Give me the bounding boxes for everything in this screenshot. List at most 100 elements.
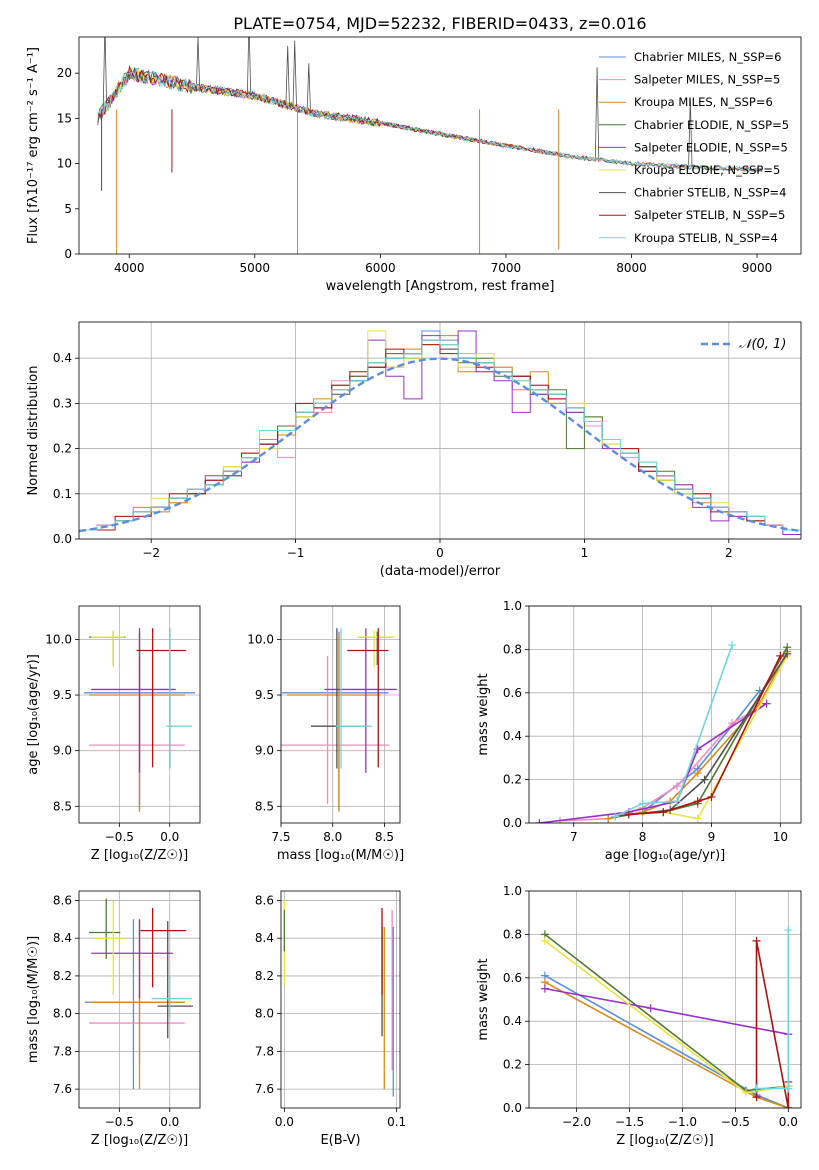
y-tick-label: 1.0 <box>503 884 522 898</box>
x-axis-label: Z [log₁₀(Z/Z☉)] <box>616 1133 713 1148</box>
x-tick-label: 0.0 <box>275 1115 294 1129</box>
normal-reference-curve <box>79 357 801 533</box>
y-tick-label: 0.0 <box>503 816 522 830</box>
weight-point-marker <box>646 1004 655 1013</box>
y-tick-label: 8.0 <box>255 1007 274 1021</box>
x-tick-label: −0.5 <box>721 1115 750 1129</box>
axes-frame <box>280 890 401 1109</box>
y-axis-label: age [log₁₀(age/yr)] <box>26 654 41 775</box>
y-tick-label: 0.3 <box>53 396 72 410</box>
age-vs-metallicity-panel: −0.5 0.0 8.5 9.0 9.5 10.0 Z [log₁₀(Z/Z☉)] age [… <box>26 605 201 863</box>
plot-content <box>281 628 397 812</box>
y-tick-label: 0 <box>64 247 72 261</box>
x-tick-label: 4000 <box>114 261 145 275</box>
x-axis-label: age [log₁₀(age/yr)] <box>605 848 726 863</box>
weight-point-marker <box>752 1084 761 1093</box>
legend-label: Salpeter ELODIE, N_SSP=5 <box>634 140 788 154</box>
weight-vs-age-panel: 7 8 9 10 0.0 0.2 0.4 0.6 0.8 1.0 age [log₁₀(age/yr… <box>476 599 802 863</box>
weight-point-marker <box>638 799 647 808</box>
y-tick-label: 8.2 <box>255 969 274 983</box>
y-tick-label: 15 <box>57 111 72 125</box>
plot-content <box>540 926 793 1108</box>
legend-label: Kroupa ELODIE, N_SSP=5 <box>634 163 780 177</box>
weight-point-marker <box>728 641 737 650</box>
x-tick-label: 8.5 <box>375 830 394 844</box>
legend-label: 𝒩(0, 1) <box>739 337 786 352</box>
weight-point-marker <box>784 1084 793 1093</box>
histogram-series <box>79 339 801 539</box>
y-tick-label: 0.0 <box>53 532 72 546</box>
axes-frame <box>78 605 201 824</box>
y-axis-label: mass weight <box>476 673 491 755</box>
y-axis-label: Flux [fλ10⁻¹⁷ erg cm⁻² s⁻¹ A⁻¹] <box>26 47 41 244</box>
y-tick-label: 0.6 <box>503 686 522 700</box>
x-tick-label: 8.0 <box>323 830 342 844</box>
y-tick-label: 9.5 <box>53 688 72 702</box>
y-tick-label: 5 <box>64 202 72 216</box>
weight-point-marker <box>540 984 549 993</box>
x-tick-label: 7.5 <box>271 830 290 844</box>
y-tick-label: 0.4 <box>53 351 72 365</box>
x-tick-label: −2 <box>142 546 160 560</box>
x-tick-label: 9000 <box>742 261 773 275</box>
weight-point-marker <box>693 797 702 806</box>
weight-series-line <box>755 940 790 1108</box>
y-tick-label: 8.5 <box>53 799 72 813</box>
weight-point-marker <box>673 782 682 791</box>
y-tick-label: 20 <box>57 66 72 80</box>
y-tick-label: 8.6 <box>53 893 72 907</box>
age-vs-mass-panel: 7.5 8.0 8.5 8.5 9.0 9.5 10.0 mass [log₁₀(M/M☉)] <box>247 605 404 863</box>
x-tick-label: −0.5 <box>105 830 134 844</box>
grid <box>281 891 400 1108</box>
y-tick-label: 10 <box>57 157 72 171</box>
axes-frame <box>528 890 802 1109</box>
x-tick-label: −1 <box>287 546 305 560</box>
x-tick-label: 6000 <box>365 261 396 275</box>
axes-frame <box>280 605 401 824</box>
weight-point-marker <box>624 810 633 819</box>
y-tick-label: 8.4 <box>255 931 274 945</box>
plot-content <box>84 628 195 812</box>
weight-vs-metallicity-panel: −2.0 −1.5 −1.0 −0.5 0.0 0.0 0.2 0.4 0.6 0.8 1.0 Z [… <box>476 884 802 1148</box>
y-axis-label: mass weight <box>476 958 491 1040</box>
weight-point-marker <box>762 699 771 708</box>
y-tick-label: 0.4 <box>503 729 522 743</box>
x-tick-label: 8000 <box>616 261 647 275</box>
y-tick-label: 9.0 <box>53 744 72 758</box>
x-axis-label: Z [log₁₀(Z/Z☉)] <box>91 848 188 863</box>
plot-area <box>529 891 801 1108</box>
y-tick-label: 0.4 <box>503 1014 522 1028</box>
weight-point-marker <box>700 775 709 784</box>
x-tick-label: 0.0 <box>160 830 179 844</box>
plot-content <box>97 37 763 254</box>
weight-point-marker <box>752 1093 761 1102</box>
y-tick-label: 7.6 <box>255 1082 274 1096</box>
plot-content <box>85 898 193 1090</box>
plot-area <box>281 891 400 1108</box>
x-tick-label: 1 <box>581 546 589 560</box>
y-tick-label: 8.4 <box>53 931 72 945</box>
weight-point-marker <box>784 926 793 935</box>
x-tick-label: 0.0 <box>779 1115 798 1129</box>
residual-histogram-panel: −2 −1 0 1 2 0.0 0.1 0.2 0.3 0.4 (data-model)/error… <box>26 321 802 579</box>
figure-title: PLATE=0754, MJD=52232, FIBERID=0433, z=0… <box>233 14 646 33</box>
y-tick-label: 8.6 <box>255 893 274 907</box>
y-tick-label: 7.8 <box>255 1044 274 1058</box>
plot-content <box>535 641 792 823</box>
y-tick-label: 0.6 <box>503 971 522 985</box>
x-tick-label: 7 <box>570 830 578 844</box>
spectrum-series <box>97 67 763 172</box>
legend: Chabrier MILES, N_SSP=6 Salpeter MILES, N… <box>599 50 789 245</box>
x-axis-label: (data-model)/error <box>380 564 501 579</box>
weight-point-marker <box>707 792 716 801</box>
y-tick-label: 1.0 <box>503 599 522 613</box>
y-tick-label: 7.6 <box>53 1082 72 1096</box>
axes-frame <box>78 321 802 540</box>
plot-content <box>283 900 394 1097</box>
x-tick-label: 5000 <box>240 261 271 275</box>
weight-point-marker <box>693 769 702 778</box>
x-tick-label: 10 <box>773 830 788 844</box>
x-tick-label: 0.0 <box>160 1115 179 1129</box>
legend-label: Kroupa STELIB, N_SSP=4 <box>634 231 778 245</box>
